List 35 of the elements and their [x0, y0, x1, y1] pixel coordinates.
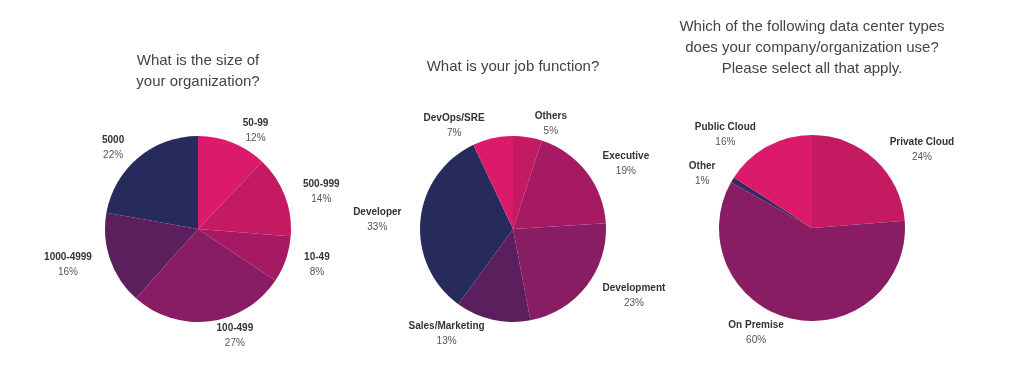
chart-title: What is your job function?	[426, 57, 600, 74]
data-label: 5%	[543, 125, 559, 137]
slice-label: Developer	[353, 205, 402, 217]
data-label: 27%	[224, 337, 246, 349]
data-label: 23%	[623, 296, 645, 308]
slice-label: 100-499	[216, 322, 254, 334]
data-label: 19%	[615, 165, 637, 177]
data-label: 8%	[309, 266, 325, 277]
slice-label: DevOps/SRE	[423, 111, 485, 123]
slice-label: Executive	[602, 150, 650, 162]
data-label: 33%	[367, 220, 388, 232]
slice-label: On Premise	[728, 319, 785, 331]
slice-label: Other	[688, 159, 716, 171]
slice-label: Others	[534, 110, 568, 122]
data-label: 1%	[694, 174, 710, 186]
slice-label: Public Cloud	[694, 120, 756, 132]
chart-title: What is the size of your organization?	[136, 51, 261, 89]
data-label: 24%	[911, 151, 933, 163]
data-label: 16%	[57, 266, 79, 277]
data-label: 60%	[746, 334, 767, 346]
slice-label: 5000	[101, 134, 125, 146]
slice-label: 50-99	[242, 116, 269, 128]
data-label: 7%	[446, 126, 462, 138]
slice-label: 1000-4999	[44, 251, 93, 262]
slice-label: Sales/Marketing	[408, 320, 485, 332]
data-label: 14%	[311, 192, 332, 204]
slice-label: Development	[602, 281, 667, 293]
data-label: 12%	[245, 131, 266, 143]
slice-label: 500-999	[302, 177, 341, 189]
data-label: 13%	[436, 335, 457, 347]
slice-label: 10-49	[304, 251, 331, 262]
data-label: 22%	[103, 149, 124, 161]
data-label: 16%	[715, 135, 736, 147]
chart-title: Which of the following data center types does your company/organization use? Please select all that apply.	[679, 17, 945, 76]
slice-label: Private Cloud	[889, 136, 955, 148]
